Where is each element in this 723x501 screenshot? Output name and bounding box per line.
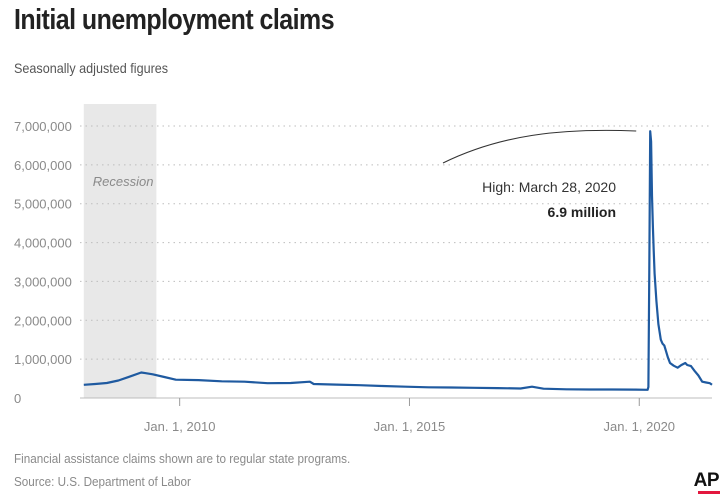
y-tick-label: 5,000,000: [14, 197, 72, 212]
y-tick-label: 0: [14, 391, 21, 406]
footnote: Financial assistance claims shown are to…: [14, 451, 351, 466]
recession-band: [83, 104, 157, 398]
source-note: Source: U.S. Department of Labor: [14, 474, 191, 489]
recession-label: Recession: [93, 174, 154, 189]
annotation-value: 6.9 million: [548, 204, 616, 220]
y-tick-label: 4,000,000: [14, 236, 72, 251]
ap-logo-underline: [698, 491, 720, 494]
x-tick-label: Jan. 1, 2015: [374, 419, 446, 434]
chart-title: Initial unemployment claims: [14, 4, 335, 36]
y-tick-label: 6,000,000: [14, 158, 72, 173]
y-tick-label: 1,000,000: [14, 352, 72, 367]
annotation-leader: [442, 129, 637, 164]
line-chart: Recession 0 1,000,000 2,000,000 3,000,000 4,0…: [14, 104, 713, 434]
annotation-date: High: March 28, 2020: [482, 179, 616, 195]
y-tick-label: 2,000,000: [14, 313, 72, 328]
chart-subtitle: Seasonally adjusted figures: [14, 60, 169, 76]
ap-logo: AP: [693, 470, 720, 491]
claims-line: [83, 130, 713, 391]
y-tick-label: 3,000,000: [14, 274, 72, 289]
y-tick-label: 7,000,000: [14, 119, 72, 134]
x-tick-label: Jan. 1, 2010: [144, 419, 216, 434]
x-tick-label: Jan. 1, 2020: [603, 419, 675, 434]
